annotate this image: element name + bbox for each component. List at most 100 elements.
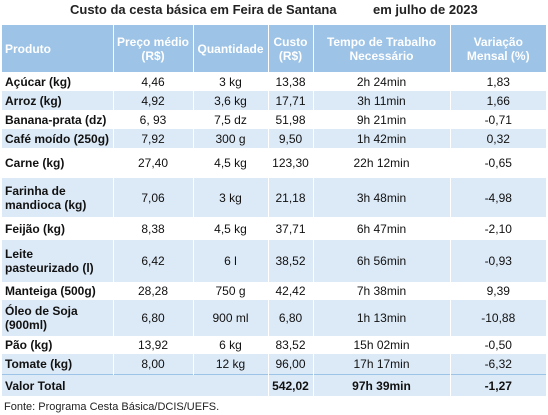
cell-line: (R$): [141, 48, 165, 63]
table-cell: 13,92: [113, 336, 194, 354]
cell-line: Leite: [5, 247, 34, 261]
table-cell: -2,10: [450, 217, 547, 240]
table-cell: 7,06: [113, 178, 194, 217]
source: Fonte: Programa Cesta Básica/DCIS/UEFS.: [4, 401, 220, 413]
column-header: Quantidade: [193, 25, 269, 72]
table-cell: -10,88: [450, 300, 547, 336]
cell-line: pasteurizado (l): [5, 261, 94, 275]
product-cell: Feijão (kg): [2, 217, 114, 240]
column-header: Tempo de Trabalho Necessário: [313, 25, 451, 72]
product-cell: Leite pasteurizado (l): [2, 240, 114, 282]
table-row: Banana-prata (dz) 6, 93 7,5 dz 51,98 9h 21mi…: [2, 110, 547, 129]
table-row: Açúcar (kg) 4,46 3 kg 13,38 2h 24min 1,83: [2, 72, 547, 91]
cell-line: Banana-prata (dz): [5, 112, 107, 127]
table-row: Feijão (kg) 8,38 4,5 kg 37,71 6h 47min -2,10: [2, 217, 547, 240]
cell-line: Custo: [273, 34, 308, 49]
cell-line: Arroz (kg): [5, 93, 62, 108]
table-cell: 6h 47min: [313, 217, 451, 240]
cell-line: Pão (kg): [5, 338, 53, 352]
cell-line: Manteiga (500g): [5, 284, 96, 298]
table-cell: 7,5 dz: [193, 110, 269, 129]
table-cell: 6,80: [268, 300, 314, 336]
table-cell: 9,50: [268, 129, 314, 148]
column-header: Preço médio (R$): [113, 25, 194, 72]
table-row: Carne (kg) 27,40 4,5 kg 123,30 22h 12min -0,6…: [2, 148, 547, 178]
table-cell: 6, 93: [113, 110, 194, 129]
product-cell: Manteiga (500g): [2, 282, 114, 300]
table-cell: 28,28: [113, 282, 194, 300]
table-cell: 8,00: [113, 354, 194, 375]
cell-line: Variação: [473, 34, 523, 49]
table-cell: 300 g: [193, 129, 269, 148]
table-cell: 3 kg: [193, 72, 269, 91]
table-cell: 1,83: [450, 72, 547, 91]
cell-line: Tomate (kg): [5, 357, 73, 371]
table-cell: -6,32: [450, 354, 547, 375]
table-cell: 9h 21min: [313, 110, 451, 129]
table-body: Açúcar (kg) 4,46 3 kg 13,38 2h 24min 1,83 Arro…: [2, 72, 547, 396]
product-cell: Arroz (kg): [2, 91, 114, 110]
product-cell: Açúcar (kg): [2, 72, 114, 91]
cell-line: Necessário: [349, 48, 414, 63]
period: em julho de 2023: [373, 2, 478, 17]
table-cell: 4,46: [113, 72, 194, 91]
table-cell: 6,42: [113, 240, 194, 282]
table-cell: 9,39: [450, 282, 547, 300]
table-cell: 13,38: [268, 72, 314, 91]
title: Custo da cesta básica em Feira de Santan…: [70, 2, 337, 17]
cell-line: Farinha de: [5, 183, 66, 198]
table-cell: 51,98: [268, 110, 314, 129]
table-cell: 1h 13min: [313, 300, 451, 336]
total-label: Valor Total: [2, 374, 269, 396]
product-cell: Óleo de Soja (900ml): [2, 300, 114, 336]
table-row: Pão (kg) 13,92 6 kg 83,52 15h 02min -0,50: [2, 336, 547, 354]
title-bar: Custo da cesta básica em Feira de Santan…: [0, 2, 548, 22]
table-cell: 27,40: [113, 148, 194, 178]
table-cell: 1h 42min: [313, 129, 451, 148]
column-header: Variação Mensal (%): [450, 25, 547, 72]
total-variation: -1,27: [450, 374, 547, 396]
table-cell: 42,42: [268, 282, 314, 300]
table-cell: 123,30: [268, 148, 314, 178]
table-cell: 3h 48min: [313, 178, 451, 217]
header-row: Produto Preço médio (R$) Quantidade Custo (R$…: [2, 25, 547, 72]
table-cell: 83,52: [268, 336, 314, 354]
table-cell: 2h 24min: [313, 72, 451, 91]
table-cell: -0,50: [450, 336, 547, 354]
table-cell: 38,52: [268, 240, 314, 282]
cell-line: mandioca (kg): [5, 197, 87, 212]
table-cell: 15h 02min: [313, 336, 451, 354]
table-cell: 37,71: [268, 217, 314, 240]
table-cell: 17h 17min: [313, 354, 451, 375]
cell-line: Carne (kg): [5, 156, 65, 170]
total-row: Valor Total 542,02 97h 39min -1,27: [2, 374, 547, 396]
table-row: Arroz (kg) 4,92 3,6 kg 17,71 3h 11min 1,66: [2, 91, 547, 110]
column-header: Produto: [2, 25, 114, 72]
table-cell: 22h 12min: [313, 148, 451, 178]
table-cell: -0,93: [450, 240, 547, 282]
cell-line: Açúcar (kg): [5, 74, 72, 89]
product-cell: Tomate (kg): [2, 354, 114, 375]
table-row: Leite pasteurizado (l) 6,42 6 l 38,52 6h 56mi…: [2, 240, 547, 282]
product-cell: Pão (kg): [2, 336, 114, 354]
column-header: Custo (R$): [268, 25, 314, 72]
cell-line: Óleo de Soja: [5, 304, 78, 318]
total-time: 97h 39min: [313, 374, 451, 396]
table-row: Café moído (250g) 7,92 300 g 9,50 1h 42min 0,…: [2, 129, 547, 148]
cell-line: Produto: [5, 41, 51, 56]
table-cell: 750 g: [193, 282, 269, 300]
table-cell: 6 kg: [193, 336, 269, 354]
cell-line: Feijão (kg): [5, 221, 66, 236]
table-cell: 6h 56min: [313, 240, 451, 282]
table-cell: -0,65: [450, 148, 547, 178]
table-cell: 7h 38min: [313, 282, 451, 300]
cell-line: (900ml): [5, 318, 48, 332]
table-cell: 6 l: [193, 240, 269, 282]
table-cell: 96,00: [268, 354, 314, 375]
table-cell: 3 kg: [193, 178, 269, 217]
price-table: Produto Preço médio (R$) Quantidade Custo (R$…: [2, 25, 547, 396]
table-cell: 8,38: [113, 217, 194, 240]
cell-line: Quantidade: [197, 41, 264, 56]
product-cell: Farinha de mandioca (kg): [2, 178, 114, 217]
